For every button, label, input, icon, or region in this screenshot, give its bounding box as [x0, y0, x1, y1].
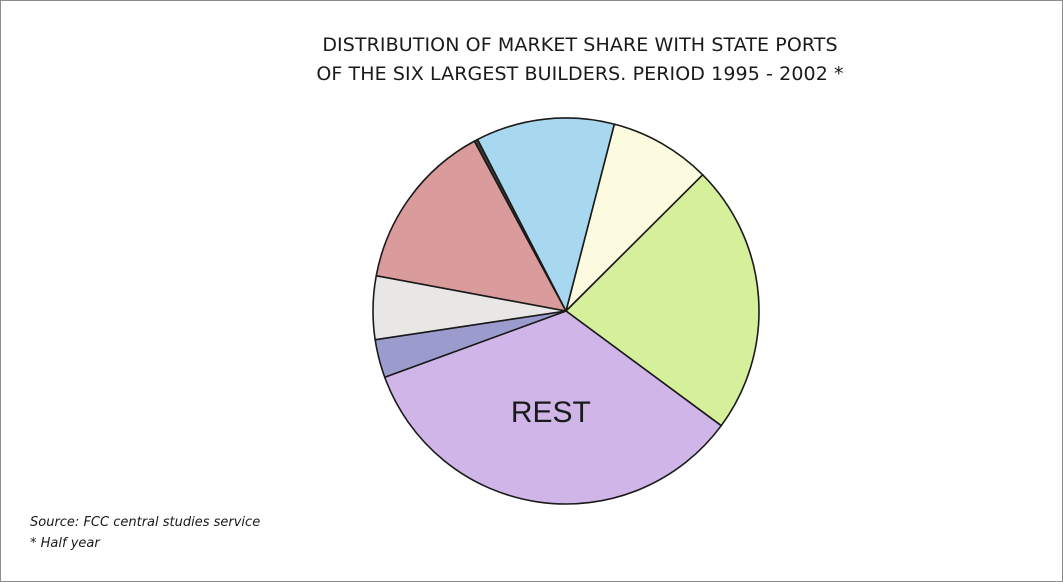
pie-slice-2	[565, 173, 760, 427]
slice-label-rest: REST	[511, 396, 591, 429]
pie-slice-1	[565, 123, 704, 312]
pie-slice-6	[375, 140, 567, 312]
pie-slice-3	[383, 310, 723, 505]
half-year-footnote: * Half year	[30, 536, 100, 551]
source-note: Source: FCC central studies service	[30, 515, 261, 530]
chart-title-line-2: OF THE SIX LARGEST BUILDERS. PERIOD 1995…	[316, 63, 844, 85]
chart-title-line-1: DISTRIBUTION OF MARKET SHARE WITH STATE …	[322, 34, 838, 56]
pie-slice-8	[476, 117, 616, 312]
